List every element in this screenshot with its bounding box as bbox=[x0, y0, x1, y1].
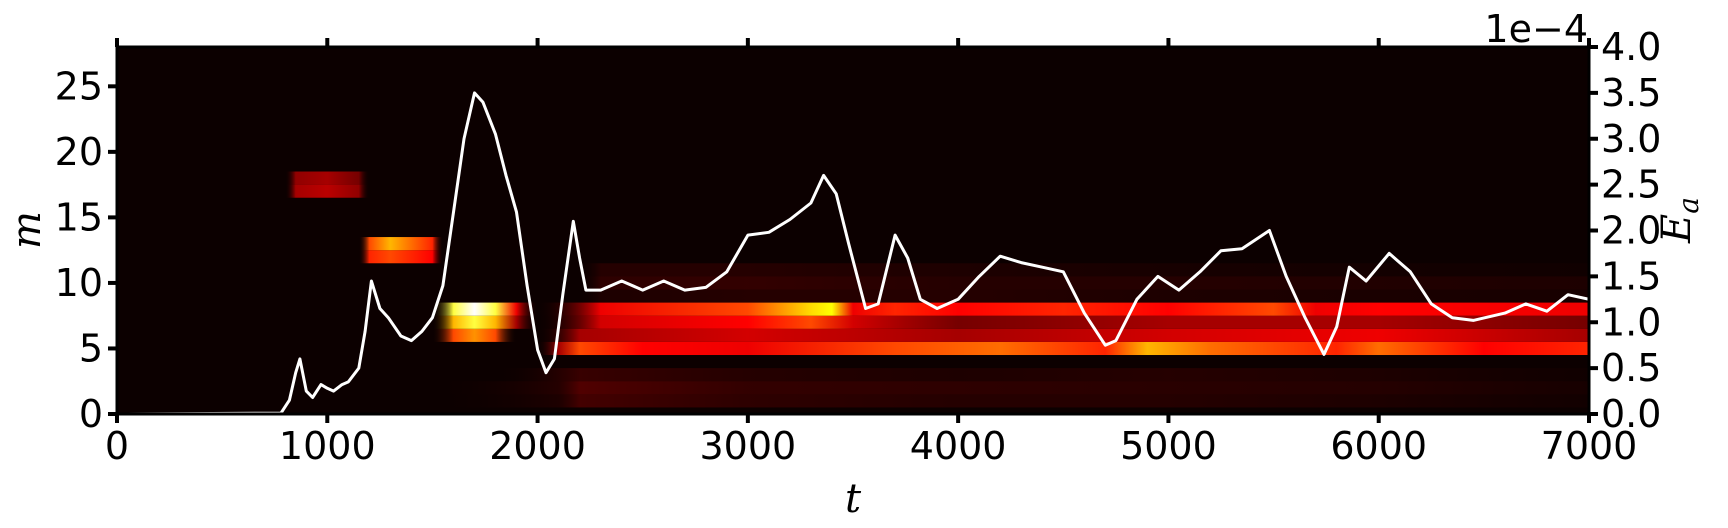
y-left-tick-label: 20 bbox=[55, 130, 103, 174]
heatmap bbox=[117, 171, 1589, 408]
heatmap-band-m13 bbox=[117, 237, 1589, 251]
energy-line-layer bbox=[117, 91, 1589, 414]
y-axis-left-label: m bbox=[4, 211, 50, 249]
y-left-tick-label: 5 bbox=[79, 326, 103, 370]
heatmap-band-m10 bbox=[117, 276, 1589, 290]
x-tick-label: 2000 bbox=[489, 424, 586, 468]
y-axis-left: 0 5 10 15 20 25 bbox=[55, 64, 117, 436]
heatmap-band-m17 bbox=[117, 184, 1589, 198]
heatmap-band-m2 bbox=[117, 381, 1589, 395]
y-left-tick-label: 10 bbox=[55, 261, 103, 305]
heatmap-band-m3 bbox=[117, 368, 1589, 382]
x-tick-label: 1000 bbox=[279, 424, 376, 468]
heatmap-band-m8 bbox=[117, 302, 1589, 316]
y-right-tick-label: 3.5 bbox=[1601, 71, 1661, 115]
heatmap-band-m5 bbox=[117, 341, 1589, 356]
right-axis-offset-label: 1e−4 bbox=[1484, 7, 1588, 51]
y-left-tick-label: 25 bbox=[55, 64, 103, 108]
y-right-tick-label: 1.5 bbox=[1601, 254, 1661, 298]
y-axis-right-label-main: E bbox=[1654, 214, 1700, 244]
x-tick-label: 6000 bbox=[1330, 424, 1427, 468]
heatmap-band-m9 bbox=[117, 289, 1589, 303]
energy-line bbox=[117, 91, 1589, 414]
heatmap-band-m11 bbox=[117, 263, 1589, 277]
y-axis-right-label: Ea bbox=[1654, 197, 1705, 244]
y-right-tick-label: 1.0 bbox=[1601, 300, 1661, 344]
x-axis: 0 1000 2000 3000 4000 5000 6000 7000 bbox=[105, 38, 1637, 468]
y-left-tick-label: 0 bbox=[79, 392, 103, 436]
heatmap-band-m1 bbox=[117, 394, 1589, 408]
x-tick-label: 5000 bbox=[1120, 424, 1217, 468]
y-right-tick-label: 2.0 bbox=[1601, 209, 1661, 253]
x-tick-label: 7000 bbox=[1541, 424, 1638, 468]
heatmap-band-m18 bbox=[117, 171, 1589, 185]
y-right-tick-label: 0.5 bbox=[1601, 346, 1661, 390]
y-axis-right: 0.00.51.01.52.02.53.03.54.0 bbox=[1589, 25, 1661, 436]
plot-background bbox=[117, 47, 1589, 414]
x-tick-label: 4000 bbox=[910, 424, 1007, 468]
y-right-tick-label: 3.0 bbox=[1601, 117, 1661, 161]
y-right-tick-label: 0.0 bbox=[1601, 392, 1661, 436]
y-right-tick-label: 2.5 bbox=[1601, 163, 1661, 207]
y-left-tick-label: 15 bbox=[55, 195, 103, 239]
y-axis-right-label-sub: a bbox=[1672, 197, 1705, 214]
heatmap-band-m6 bbox=[117, 328, 1589, 342]
y-right-tick-label: 4.0 bbox=[1601, 25, 1661, 69]
x-axis-label: t bbox=[845, 476, 862, 522]
heatmap-band-m7 bbox=[117, 315, 1589, 329]
x-tick-label: 3000 bbox=[699, 424, 796, 468]
x-tick-label: 0 bbox=[105, 424, 129, 468]
